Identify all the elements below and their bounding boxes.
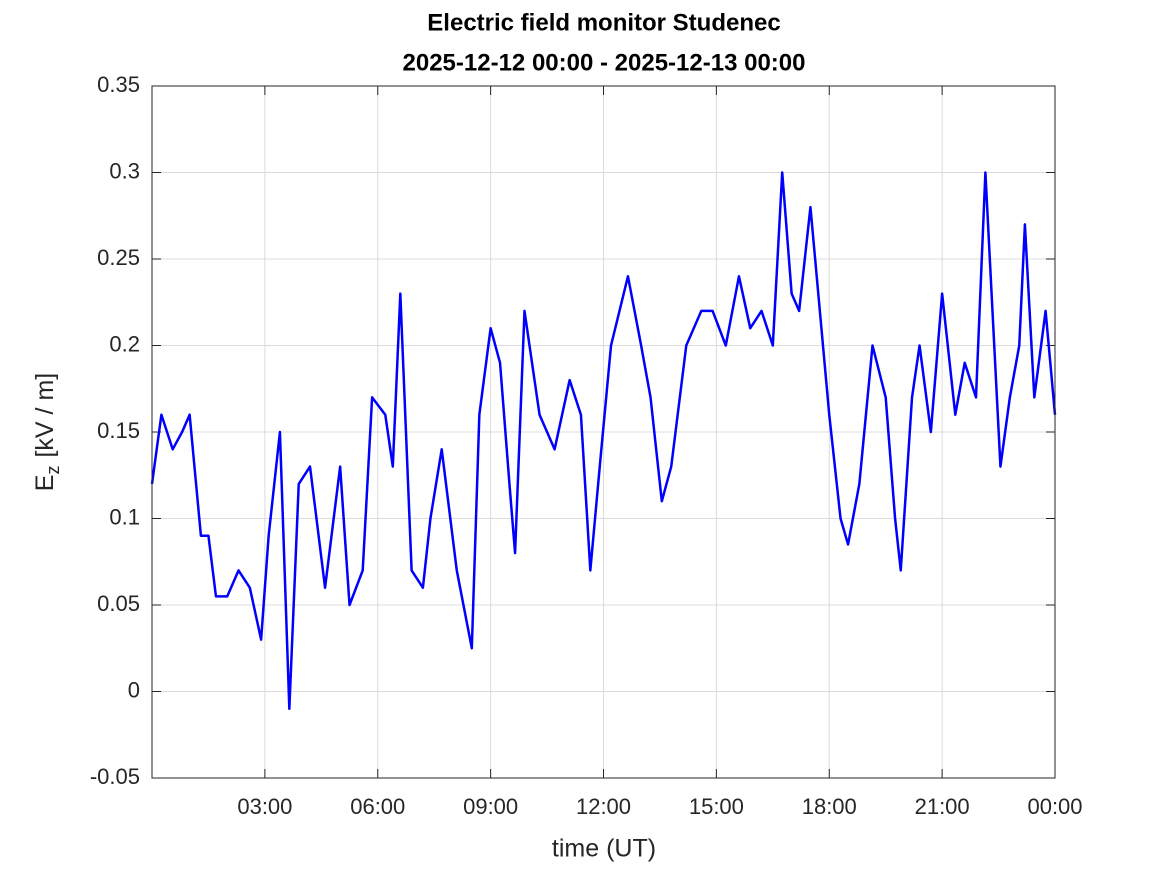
x-tick-label: 18:00: [802, 794, 857, 819]
y-tick-label: 0.25: [97, 245, 140, 270]
y-tick-label: 0.35: [97, 72, 140, 97]
y-tick-label: 0.3: [109, 158, 140, 183]
y-label-subscript: z: [43, 466, 63, 475]
x-tick-label: 15:00: [689, 794, 744, 819]
x-tick-label: 03:00: [237, 794, 292, 819]
chart-title: Electric field monitor Studenec: [427, 9, 780, 36]
y-label-unit: [kV / m]: [31, 373, 59, 458]
y-axis-label: Ez [kV / m]: [31, 373, 63, 491]
plot-frame: [151, 85, 1056, 779]
x-tick-label: 00:00: [1027, 794, 1082, 819]
x-tick-label: 12:00: [576, 794, 631, 819]
x-tick-label: 06:00: [350, 794, 405, 819]
data-line: [150, 171, 1057, 711]
y-tick-label: 0.15: [97, 418, 140, 443]
x-axis-label: time (UT): [552, 835, 656, 863]
x-tick-label: 09:00: [463, 794, 518, 819]
x-tick-label: 21:00: [915, 794, 970, 819]
y-tick-label: 0: [128, 677, 140, 702]
y-tick-label: 0.2: [109, 331, 140, 356]
y-tick-label: -0.05: [90, 764, 140, 789]
y-label-symbol: E: [31, 475, 59, 492]
chart-subtitle: 2025-12-12 00:00 - 2025-12-13 00:00: [403, 49, 806, 76]
y-tick-label: 0.05: [97, 591, 140, 616]
y-tick-label: 0.1: [109, 504, 140, 529]
